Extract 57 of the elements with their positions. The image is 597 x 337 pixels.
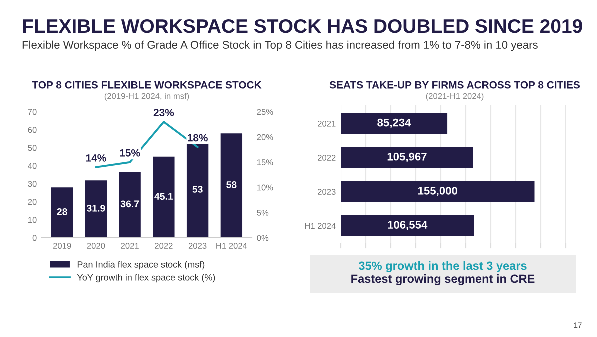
data-label: 18%: [188, 134, 208, 142]
y-tick-label: 2022: [318, 155, 336, 161]
data-label: 15%: [120, 149, 140, 157]
bar: [341, 181, 535, 202]
bar: [153, 156, 175, 238]
data-label: 53: [192, 186, 203, 193]
y2-tick-label: 10%: [257, 184, 274, 191]
data-label: 31.9: [86, 205, 106, 212]
text: 35% growth in the last 3 years: [358, 261, 527, 273]
y-tick-label: 30: [28, 181, 37, 188]
legend-label: Pan India flex space stock (msf): [78, 261, 205, 270]
y-tick-label: 40: [28, 163, 37, 170]
bar: [341, 113, 448, 134]
x-tick-label: 2019: [53, 243, 72, 249]
bar: [341, 215, 474, 237]
chart-title: TOP 8 CITIES FLEXIBLE WORKSPACE STOCK: [32, 81, 262, 89]
y-tick-label: H1 2024: [305, 223, 336, 230]
chart-subtitle: (2019-H1 2024, in msf): [104, 93, 190, 101]
bar: [220, 134, 243, 238]
data-label: 23%: [154, 109, 174, 117]
text: FLEXIBLE WORKSPACE STOCK HAS DOUBLED SINCE 2019: [23, 19, 582, 34]
x-tick-label: 2021: [121, 243, 139, 249]
x-tick-label: 2022: [155, 243, 173, 249]
text: Flexible Workspace % of Grade A Office Stock in Top 8 Cities has increased from 1% to 7-8% in 10 years: [22, 40, 538, 52]
x-tick-label: 2023: [188, 243, 207, 249]
y2-tick-label: 15%: [257, 160, 274, 166]
y2-tick-label: 20%: [257, 134, 274, 140]
data-label: 45.1: [154, 193, 174, 200]
data-label: 85,234: [378, 118, 412, 128]
data-label: 106,554: [388, 221, 428, 231]
data-label: 105,967: [388, 152, 427, 162]
y2-tick-label: 0%: [257, 235, 269, 242]
data-label: 58: [226, 182, 237, 188]
y-tick-label: 2021: [318, 120, 336, 127]
y-tick-label: 20: [28, 199, 37, 206]
chart-subtitle: (2021-H1 2024): [426, 93, 484, 101]
y-tick-label: 50: [28, 145, 37, 152]
text: Fastest growing segment in CRE: [352, 274, 535, 286]
data-label: 155,000: [418, 187, 458, 196]
y-tick-label: 70: [28, 109, 37, 116]
data-label: 28: [57, 208, 68, 216]
data-label: 14%: [86, 154, 106, 162]
data-label: 36.7: [120, 200, 140, 208]
y-tick-label: 10: [28, 217, 37, 224]
y-tick-label: 60: [28, 127, 37, 134]
bar: [51, 188, 74, 238]
y-tick-label: 0: [32, 235, 37, 242]
y-tick-label: 2023: [318, 189, 336, 195]
legend-label: YoY growth in flex space stock (%): [77, 274, 216, 283]
bar: [119, 172, 141, 238]
y2-tick-label: 5%: [257, 210, 269, 216]
bar: [85, 180, 108, 238]
chart-title: SEATS TAKE-UP BY FIRMS ACROSS TOP 8 CITIES: [330, 81, 580, 89]
y2-tick-label: 25%: [257, 109, 274, 116]
x-tick-label: H1 2024: [216, 243, 248, 249]
bar: [341, 147, 474, 168]
x-tick-label: 2020: [87, 243, 106, 249]
